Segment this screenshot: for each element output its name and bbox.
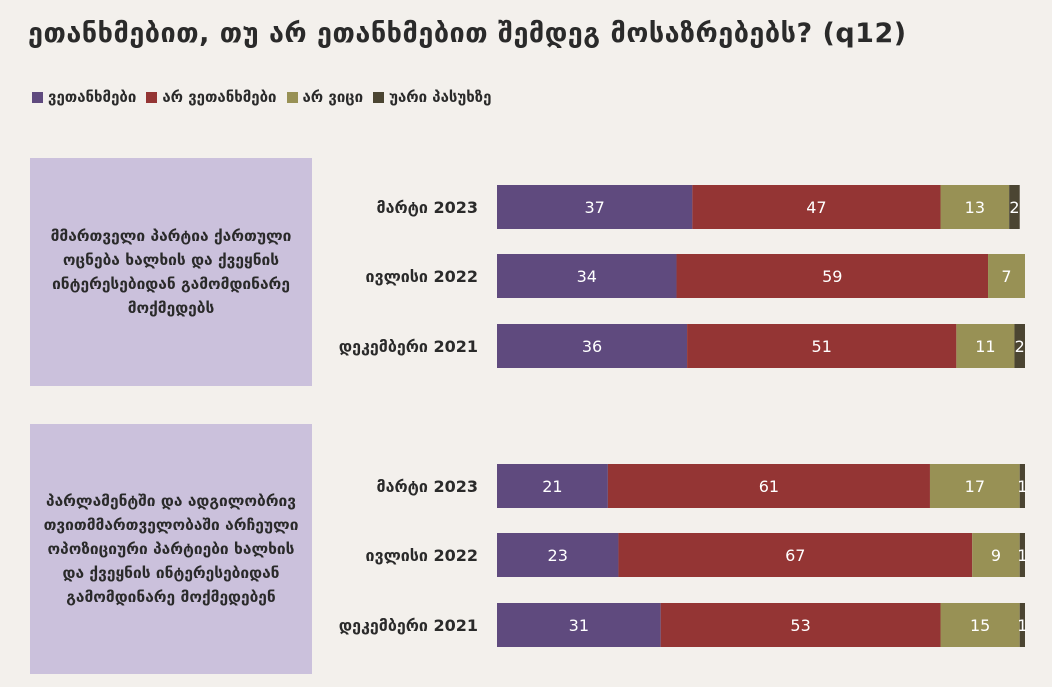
data-label-disagree: 51	[812, 337, 832, 356]
statement-label-ruling-party: მმართველი პარტია ქართული ოცნება ხალხის დ…	[50, 227, 292, 317]
legend-swatch-dont-know	[286, 91, 298, 103]
legend-label-disagree: არ ვეთანხმები	[162, 88, 277, 106]
data-label-disagree: 67	[785, 546, 805, 565]
legend-item-dont-know: არ ვიცი	[286, 88, 364, 106]
bar-segment-refused	[1019, 464, 1025, 508]
bar-segment-dont-know	[940, 185, 1010, 229]
data-label-dont-know: 15	[970, 616, 990, 635]
legend-label-dont-know: არ ვიცი	[302, 88, 364, 106]
bar-segment-dont-know	[929, 464, 1020, 508]
row-label: დეკემბერი 2021	[339, 337, 478, 356]
data-label-agree: 37	[585, 198, 605, 217]
statement-label-opposition: პარლამენტში და ადგილობრივ თვითმმართველობ…	[43, 492, 299, 606]
data-label-disagree: 61	[759, 477, 779, 496]
data-label-agree: 21	[542, 477, 562, 496]
legend-item-refused: უარი პასუხზე	[373, 88, 491, 106]
data-label-refused: 1	[1017, 616, 1027, 635]
data-label-disagree: 53	[790, 616, 810, 635]
bar-segment-dont-know	[940, 603, 1020, 647]
bar-segment-agree	[497, 533, 619, 577]
bar-segment-disagree	[687, 324, 957, 368]
bar-segment-refused	[1014, 324, 1025, 368]
bar-segment-refused	[1019, 603, 1025, 647]
bar-segment-agree	[497, 185, 693, 229]
row-label: ივლისი 2022	[366, 267, 478, 286]
data-label-agree: 36	[582, 337, 602, 356]
legend-label-refused: უარი პასუხზე	[389, 88, 492, 106]
legend-item-disagree: არ ვეთანხმები	[146, 88, 277, 106]
data-label-agree: 34	[577, 267, 597, 286]
data-label-agree: 31	[569, 616, 589, 635]
bar-segment-refused	[1009, 185, 1020, 229]
row-label: დეკემბერი 2021	[339, 616, 478, 635]
legend-swatch-refused	[373, 91, 385, 103]
bar-segment-refused	[1019, 533, 1025, 577]
data-label-agree: 23	[548, 546, 568, 565]
statement-box-ruling-party: მმართველი პარტია ქართული ოცნება ხალხის დ…	[30, 158, 312, 386]
data-label-refused: 1	[1017, 546, 1027, 565]
bar-segment-disagree	[692, 185, 941, 229]
bar-segment-dont-know	[988, 254, 1025, 298]
bar-segment-disagree	[607, 464, 930, 508]
legend-swatch-disagree	[146, 91, 158, 103]
row-label: მარტი 2023	[377, 477, 478, 496]
bar-segment-dont-know	[972, 533, 1020, 577]
bar-segment-agree	[497, 324, 688, 368]
data-label-dont-know: 13	[965, 198, 985, 217]
row-label: მარტი 2023	[377, 198, 478, 217]
statement-box-opposition: პარლამენტში და ადგილობრივ თვითმმართველობ…	[30, 424, 312, 674]
data-label-disagree: 59	[822, 267, 842, 286]
data-label-refused: 2	[1009, 198, 1019, 217]
bar-segment-dont-know	[956, 324, 1015, 368]
data-label-dont-know: 7	[1001, 267, 1011, 286]
data-label-refused: 2	[1015, 337, 1025, 356]
legend-label-agree: ვეთანხმები	[48, 88, 137, 106]
bar-segment-disagree	[660, 603, 941, 647]
data-label-dont-know: 17	[965, 477, 985, 496]
chart-legend: ვეთანხმები არ ვეთანხმები არ ვიცი უარი პა…	[32, 88, 491, 106]
bar-segment-agree	[497, 254, 677, 298]
bar-segment-agree	[497, 464, 608, 508]
data-label-disagree: 47	[806, 198, 826, 217]
legend-item-agree: ვეთანხმები	[32, 88, 136, 106]
legend-swatch-agree	[32, 91, 43, 103]
chart-title: ეთანხმებით, თუ არ ეთანხმებით შემდეგ მოსა…	[28, 18, 907, 49]
bar-segment-disagree	[676, 254, 989, 298]
data-label-dont-know: 9	[991, 546, 1001, 565]
row-label: ივლისი 2022	[366, 546, 478, 565]
data-label-dont-know: 11	[975, 337, 995, 356]
data-label-refused: 1	[1017, 477, 1027, 496]
bar-segment-disagree	[618, 533, 973, 577]
bar-segment-agree	[497, 603, 661, 647]
